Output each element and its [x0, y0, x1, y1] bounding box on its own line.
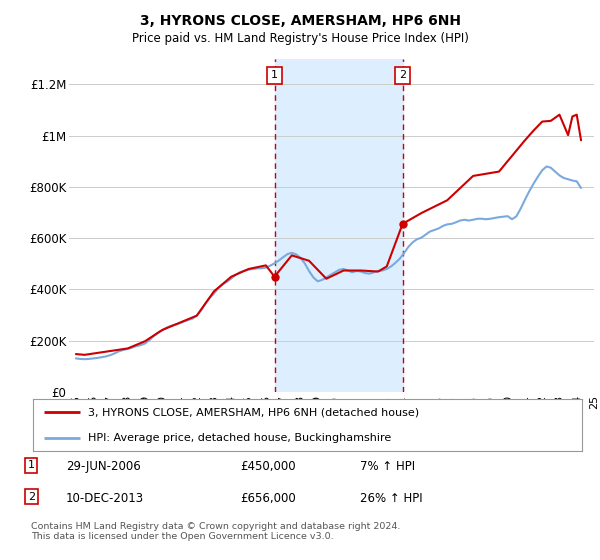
Text: £450,000: £450,000: [240, 460, 296, 473]
Text: 2: 2: [28, 492, 35, 502]
Text: 26% ↑ HPI: 26% ↑ HPI: [360, 492, 422, 505]
Text: 2: 2: [399, 71, 406, 81]
Text: 7% ↑ HPI: 7% ↑ HPI: [360, 460, 415, 473]
Text: Contains HM Land Registry data © Crown copyright and database right 2024.
This d: Contains HM Land Registry data © Crown c…: [31, 522, 401, 542]
Text: HPI: Average price, detached house, Buckinghamshire: HPI: Average price, detached house, Buck…: [88, 433, 391, 443]
Text: Price paid vs. HM Land Registry's House Price Index (HPI): Price paid vs. HM Land Registry's House …: [131, 32, 469, 45]
Text: 10-DEC-2013: 10-DEC-2013: [66, 492, 144, 505]
Text: 1: 1: [271, 71, 278, 81]
Text: 3, HYRONS CLOSE, AMERSHAM, HP6 6NH (detached house): 3, HYRONS CLOSE, AMERSHAM, HP6 6NH (deta…: [88, 407, 419, 417]
Bar: [275, 59, 403, 392]
Text: 29-JUN-2006: 29-JUN-2006: [66, 460, 141, 473]
Text: 3, HYRONS CLOSE, AMERSHAM, HP6 6NH: 3, HYRONS CLOSE, AMERSHAM, HP6 6NH: [139, 14, 461, 28]
Text: £656,000: £656,000: [240, 492, 296, 505]
Text: 1: 1: [28, 460, 35, 470]
